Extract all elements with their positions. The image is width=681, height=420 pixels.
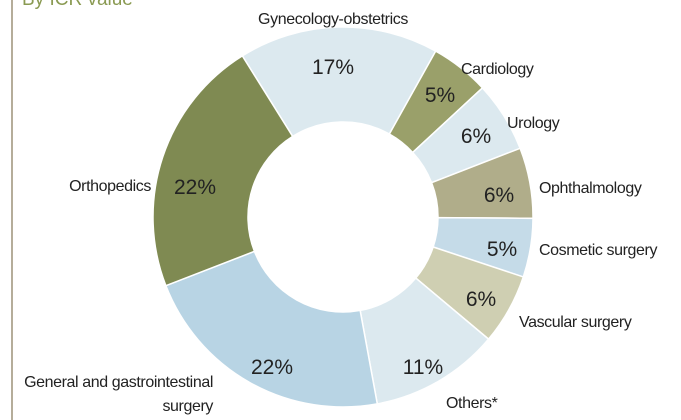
value-label: 5% (486, 238, 518, 261)
category-label: Others* (446, 395, 498, 412)
category-label: Ophthalmology (539, 180, 642, 197)
category-label: Gynecology-obstetrics (258, 11, 408, 28)
category-label: Orthopedics (69, 178, 151, 195)
category-label: General and gastrointestinal surgery (24, 374, 213, 415)
value-label: 22% (173, 176, 217, 199)
donut-slice (241, 26, 437, 138)
category-label: Urology (507, 115, 560, 132)
value-label: 22% (250, 356, 294, 379)
value-label: 11% (402, 356, 444, 379)
category-label: Vascular surgery (519, 314, 632, 331)
category-label: Cosmetic surgery (539, 242, 658, 259)
donut-slice (152, 54, 294, 287)
value-label: 17% (311, 56, 355, 79)
value-label: 6% (483, 184, 515, 207)
value-label: 5% (424, 84, 456, 107)
value-label: 6% (465, 288, 497, 311)
chart-title: By ICR value (22, 0, 133, 11)
category-label: Cardiology (461, 61, 534, 78)
donut-slice (164, 250, 379, 408)
value-label: 6% (460, 125, 492, 148)
